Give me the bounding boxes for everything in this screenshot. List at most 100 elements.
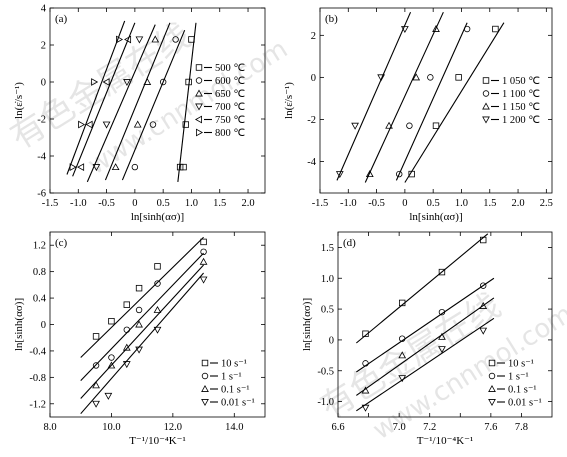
- x-tick-label: 6.6: [331, 422, 344, 433]
- y-tick-label: -2: [307, 115, 316, 126]
- legend-label: 10 s⁻¹: [221, 359, 247, 370]
- data-point: [492, 25, 499, 33]
- data-point: [124, 35, 132, 44]
- fit-line: [336, 11, 412, 181]
- legend-marker: [482, 77, 490, 84]
- data-point: [154, 263, 161, 270]
- data-point: [123, 326, 130, 333]
- legend-marker: [488, 399, 496, 407]
- data-point: [131, 163, 139, 171]
- y-axis-label: ln[sinh(ασ)]: [301, 298, 313, 351]
- data-point: [153, 326, 162, 334]
- x-tick-label: 2.5: [540, 198, 553, 209]
- panel-label: (b): [325, 13, 338, 25]
- fit-line: [404, 22, 505, 183]
- data-point: [92, 333, 100, 340]
- series-2: [395, 22, 471, 181]
- fit-line: [72, 22, 136, 177]
- data-point: [123, 79, 131, 87]
- data-point: [91, 78, 99, 86]
- y-tick-label: -0.5: [317, 366, 334, 377]
- fit-line: [356, 297, 495, 396]
- data-point: [200, 238, 207, 246]
- y-tick-label: 1.2: [33, 241, 46, 252]
- legend-label: 1 s⁻¹: [508, 372, 529, 383]
- series-5: [72, 22, 136, 177]
- y-tick-label: 0: [311, 73, 316, 84]
- legend-marker: [195, 103, 203, 111]
- x-tick-label: 12.0: [164, 422, 182, 433]
- data-point: [108, 354, 115, 361]
- data-point: [438, 332, 446, 340]
- y-axis-label: ln(ε̇/s⁻¹): [13, 82, 25, 119]
- x-tick-label: 1.0: [185, 198, 198, 209]
- x-tick-label: 2.0: [511, 198, 524, 209]
- data-point: [432, 24, 440, 32]
- data-point: [180, 163, 187, 171]
- legend-label: 1 150 ℃: [502, 102, 540, 113]
- data-point: [135, 346, 143, 354]
- legend-label: 1 100 ℃: [502, 89, 540, 100]
- y-tick-label: 0.8: [33, 267, 46, 278]
- legend-label: 700 ℃: [215, 102, 245, 113]
- data-point: [92, 381, 100, 389]
- legend-marker: [482, 90, 490, 97]
- data-point: [479, 301, 488, 309]
- legend-label: 0.01 s⁻¹: [221, 398, 255, 409]
- panel-label: (a): [55, 13, 68, 25]
- fit-line: [356, 277, 495, 373]
- plot-frame: [49, 7, 266, 194]
- legend-label: 1 s⁻¹: [221, 372, 242, 383]
- x-tick-label: -1.5: [42, 198, 59, 209]
- x-tick-label: -1.0: [70, 198, 87, 209]
- data-point: [399, 335, 406, 342]
- series-1: [355, 233, 489, 344]
- data-point: [400, 26, 409, 34]
- y-tick-label: 0: [329, 335, 334, 346]
- data-point: [199, 257, 208, 265]
- data-point: [153, 305, 162, 313]
- legend-label: 0.01 s⁻¹: [508, 398, 542, 409]
- x-tick-label: 0.5: [157, 198, 170, 209]
- data-point: [116, 35, 124, 44]
- data-point: [480, 236, 487, 244]
- legend-marker: [488, 359, 496, 367]
- y-tick-label: -0.8: [29, 373, 46, 384]
- legend-marker: [488, 384, 496, 392]
- data-point: [182, 121, 189, 128]
- data-point: [77, 163, 85, 171]
- legend-label: 800 ℃: [215, 128, 245, 139]
- data-point: [133, 120, 142, 128]
- fit-line: [395, 22, 468, 181]
- data-point: [398, 351, 407, 359]
- data-point: [122, 343, 131, 351]
- data-point: [108, 317, 115, 325]
- x-tick-label: -0.5: [368, 198, 385, 209]
- data-point: [200, 248, 207, 256]
- panel-label: (c): [55, 237, 68, 249]
- data-point: [104, 392, 113, 400]
- x-tick-label: 0.5: [427, 198, 440, 209]
- chart-panel-2: -1.5 -1.0 -0.5 0 0.5 1.0 1.5 2.0 2.5 -4 -2 0 2 (b) ln[…: [283, 7, 553, 223]
- data-point: [159, 78, 167, 86]
- y-tick-label: 0.4: [33, 294, 47, 305]
- panel-label: (d): [343, 237, 356, 249]
- data-point: [151, 35, 160, 43]
- series-2: [356, 277, 495, 373]
- data-point: [427, 74, 434, 81]
- data-point: [92, 164, 101, 172]
- fit-line: [364, 11, 444, 183]
- x-axis-label: ln[sinh(ασ)]: [131, 211, 184, 223]
- legend-marker: [488, 372, 496, 380]
- data-point: [335, 171, 344, 179]
- fit-line: [104, 22, 171, 181]
- fit-line: [355, 233, 489, 344]
- legend-label: 650 ℃: [215, 89, 245, 100]
- legend-marker: [195, 64, 203, 71]
- x-tick-label: 1.5: [483, 198, 496, 209]
- data-point: [463, 25, 471, 33]
- series-3: [364, 11, 444, 183]
- legend-label: 1 200 ℃: [502, 115, 540, 126]
- series-4: [335, 11, 412, 181]
